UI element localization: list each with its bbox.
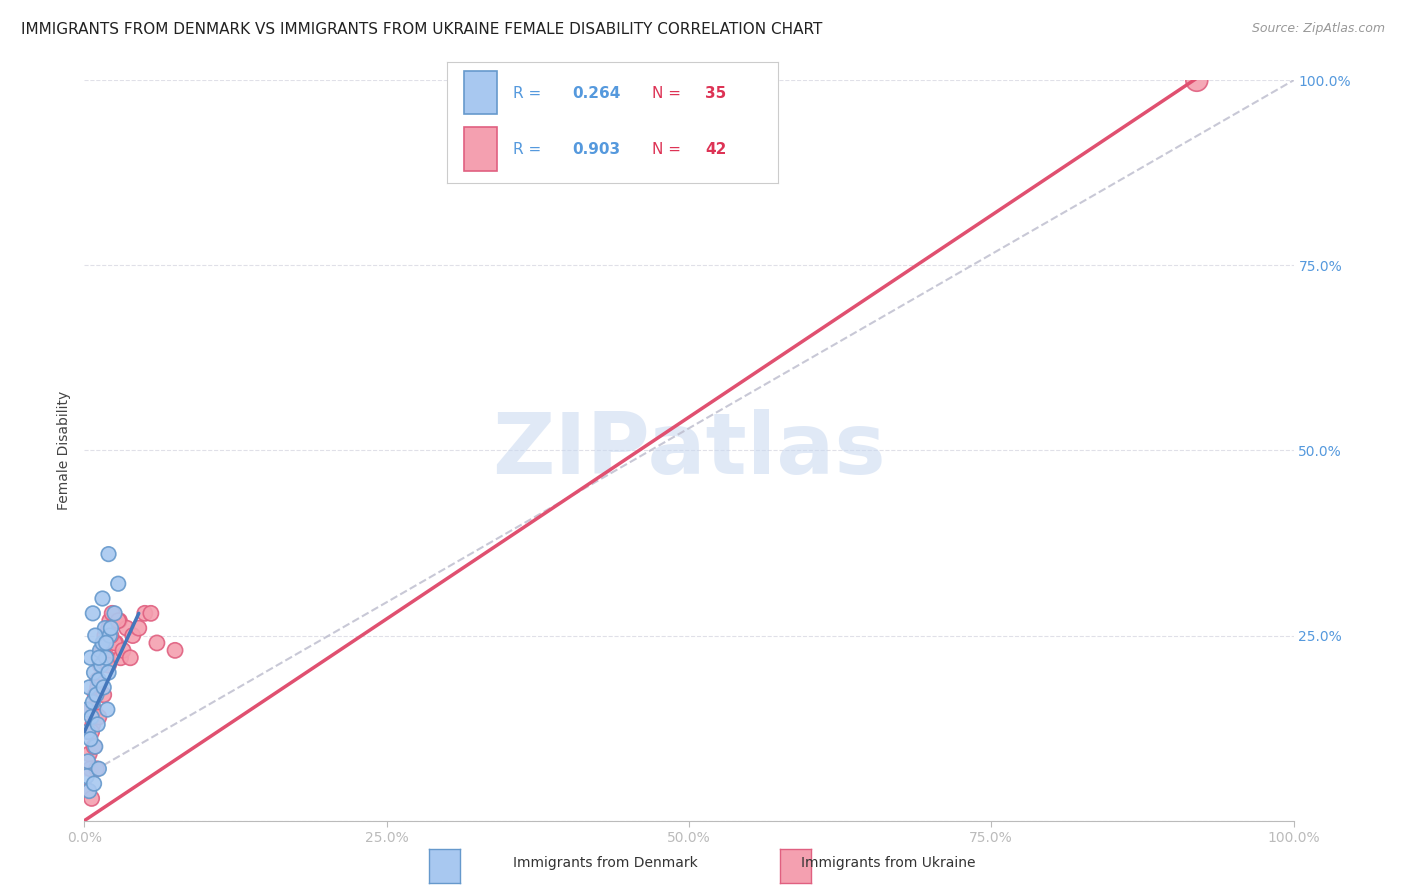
Point: [1185, 73, 1208, 87]
Point: [107, 614, 129, 628]
Point: [79, 650, 101, 665]
Point: [97, 547, 120, 561]
Text: Source: ZipAtlas.com: Source: ZipAtlas.com: [1251, 22, 1385, 36]
Point: [77, 681, 100, 695]
Text: R =: R =: [513, 142, 547, 157]
Point: [77, 724, 100, 739]
Point: [134, 607, 156, 621]
Point: [80, 724, 103, 739]
Point: [89, 658, 111, 673]
Point: [91, 636, 114, 650]
Point: [91, 591, 114, 606]
Point: [96, 703, 118, 717]
Point: [121, 629, 143, 643]
Point: [84, 629, 107, 643]
Point: [115, 621, 138, 635]
Point: [110, 650, 132, 665]
Point: [84, 688, 107, 702]
Point: [97, 665, 120, 680]
Text: Immigrants from Denmark: Immigrants from Denmark: [513, 855, 697, 870]
Point: [100, 629, 122, 643]
Point: [128, 621, 150, 635]
Point: [79, 703, 101, 717]
Text: 42: 42: [704, 142, 727, 157]
Point: [76, 769, 98, 783]
Point: [82, 695, 104, 709]
Point: [82, 607, 104, 621]
Point: [120, 650, 142, 665]
Point: [83, 703, 105, 717]
Point: [77, 784, 100, 798]
Point: [100, 621, 122, 635]
Point: [79, 732, 101, 747]
Point: [83, 665, 105, 680]
Point: [94, 650, 117, 665]
Point: [98, 629, 121, 643]
Point: [86, 717, 108, 731]
Point: [77, 755, 100, 769]
Point: [87, 762, 110, 776]
Point: [83, 739, 105, 754]
Point: [80, 791, 103, 805]
Point: [146, 636, 169, 650]
Point: [87, 710, 110, 724]
Point: [86, 673, 108, 687]
Point: [84, 739, 107, 754]
Point: [87, 673, 110, 687]
Text: N =: N =: [652, 87, 686, 102]
Point: [94, 636, 117, 650]
Y-axis label: Female Disability: Female Disability: [58, 391, 72, 510]
Text: 0.903: 0.903: [572, 142, 621, 157]
Bar: [464, 70, 496, 114]
Text: IMMIGRANTS FROM DENMARK VS IMMIGRANTS FROM UKRAINE FEMALE DISABILITY CORRELATION: IMMIGRANTS FROM DENMARK VS IMMIGRANTS FR…: [21, 22, 823, 37]
Text: Immigrants from Ukraine: Immigrants from Ukraine: [801, 855, 976, 870]
Point: [87, 650, 110, 665]
Point: [93, 681, 115, 695]
Text: R =: R =: [513, 87, 547, 102]
Point: [139, 607, 162, 621]
Point: [83, 776, 105, 791]
Point: [104, 636, 127, 650]
Point: [89, 643, 111, 657]
Point: [165, 643, 187, 657]
Point: [94, 629, 117, 643]
Point: [77, 724, 100, 739]
Point: [90, 658, 112, 673]
Point: [82, 717, 104, 731]
Point: [91, 643, 114, 657]
Point: [108, 614, 131, 628]
Point: [101, 607, 124, 621]
Point: [86, 762, 108, 776]
Point: [80, 710, 103, 724]
Point: [77, 784, 100, 798]
Point: [104, 607, 127, 621]
Bar: [464, 128, 496, 171]
Point: [76, 703, 98, 717]
Point: [86, 681, 108, 695]
Text: 0.264: 0.264: [572, 87, 621, 102]
Point: [98, 614, 121, 628]
Point: [97, 621, 120, 635]
Point: [104, 636, 127, 650]
Point: [93, 688, 115, 702]
Point: [94, 636, 117, 650]
Point: [77, 747, 100, 761]
Point: [112, 643, 135, 657]
Text: N =: N =: [652, 142, 686, 157]
Text: 35: 35: [704, 87, 725, 102]
Point: [90, 658, 112, 673]
Text: ZIPatlas: ZIPatlas: [492, 409, 886, 492]
Point: [96, 650, 118, 665]
Point: [97, 658, 120, 673]
Point: [94, 621, 117, 635]
Point: [79, 762, 101, 776]
Point: [86, 688, 108, 702]
Point: [107, 576, 129, 591]
